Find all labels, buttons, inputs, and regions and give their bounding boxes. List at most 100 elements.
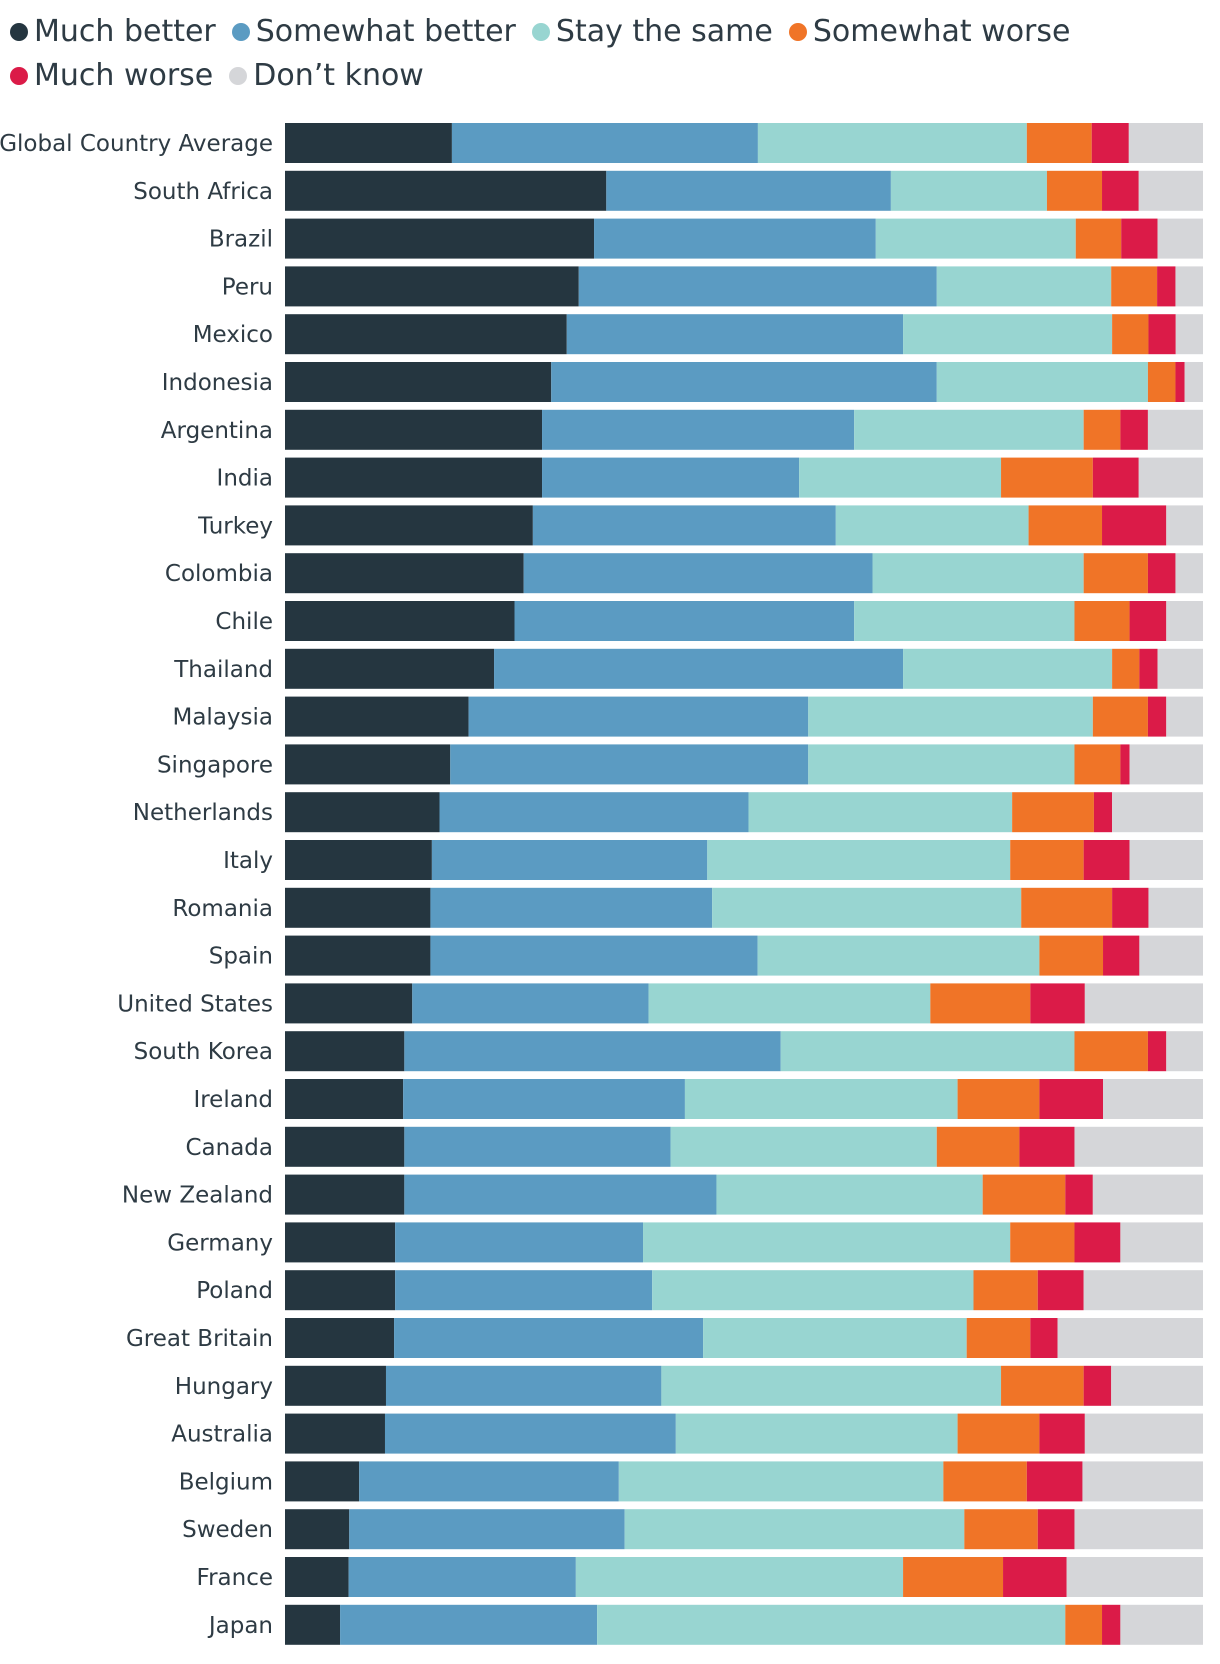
bar-segment-great-britain-don-t-know[interactable] <box>1057 1318 1203 1358</box>
bar-segment-argentina-somewhat-worse[interactable] <box>1083 409 1121 450</box>
bar-segment-japan-much-better[interactable] <box>285 1604 341 1645</box>
bar-segment-new-zealand-somewhat-better[interactable] <box>404 1174 717 1215</box>
bar-segment-argentina-much-better[interactable] <box>285 409 543 450</box>
bar-segment-new-zealand-much-worse[interactable] <box>1065 1174 1093 1215</box>
bar-segment-chile-somewhat-better[interactable] <box>514 601 855 641</box>
bar-segment-spain-much-better[interactable] <box>285 935 431 976</box>
bar-segment-peru-don-t-know[interactable] <box>1175 266 1203 307</box>
bar-segment-malaysia-much-worse[interactable] <box>1147 696 1167 737</box>
bar-segment-canada-much-worse[interactable] <box>1019 1126 1075 1167</box>
bar-segment-south-africa-much-better[interactable] <box>285 170 607 211</box>
bar-segment-colombia-much-better[interactable] <box>285 553 524 594</box>
bar-segment-italy-don-t-know[interactable] <box>1129 840 1203 880</box>
bar-segment-netherlands-stay-the-same[interactable] <box>748 792 1013 833</box>
bar-segment-netherlands-much-worse[interactable] <box>1093 792 1113 833</box>
bar-segment-south-korea-somewhat-better[interactable] <box>404 1031 781 1072</box>
bar-segment-australia-much-worse[interactable] <box>1039 1413 1085 1454</box>
bar-segment-thailand-somewhat-worse[interactable] <box>1112 648 1140 689</box>
bar-segment-belgium-much-worse[interactable] <box>1026 1461 1083 1502</box>
bar-segment-canada-don-t-know[interactable] <box>1074 1126 1203 1167</box>
bar-segment-malaysia-somewhat-better[interactable] <box>468 696 809 737</box>
bar-segment-mexico-somewhat-better[interactable] <box>566 314 904 355</box>
bar-segment-new-zealand-somewhat-worse[interactable] <box>982 1174 1066 1215</box>
bar-segment-spain-much-worse[interactable] <box>1103 935 1140 976</box>
bar-segment-new-zealand-much-better[interactable] <box>285 1174 405 1215</box>
bar-segment-colombia-much-worse[interactable] <box>1147 553 1176 594</box>
bar-segment-italy-stay-the-same[interactable] <box>707 840 1011 880</box>
bar-segment-romania-somewhat-worse[interactable] <box>1021 887 1113 928</box>
bar-segment-sweden-much-worse[interactable] <box>1037 1509 1075 1550</box>
bar-segment-australia-stay-the-same[interactable] <box>675 1413 958 1454</box>
bar-segment-great-britain-somewhat-better[interactable] <box>394 1318 704 1358</box>
bar-segment-germany-stay-the-same[interactable] <box>643 1222 1011 1263</box>
bar-segment-france-much-worse[interactable] <box>1003 1557 1067 1597</box>
bar-segment-chile-don-t-know[interactable] <box>1166 601 1203 641</box>
bar-segment-ireland-somewhat-worse[interactable] <box>957 1079 1040 1119</box>
bar-segment-malaysia-somewhat-worse[interactable] <box>1092 696 1148 737</box>
bar-segment-ireland-stay-the-same[interactable] <box>684 1079 958 1119</box>
bar-segment-hungary-much-better[interactable] <box>285 1365 386 1406</box>
bar-segment-singapore-much-worse[interactable] <box>1120 744 1130 785</box>
bar-segment-romania-much-better[interactable] <box>285 887 431 928</box>
bar-segment-netherlands-don-t-know[interactable] <box>1112 792 1203 833</box>
bar-segment-united-states-don-t-know[interactable] <box>1084 983 1203 1024</box>
bar-segment-mexico-much-better[interactable] <box>285 314 567 355</box>
bar-segment-belgium-don-t-know[interactable] <box>1082 1461 1203 1502</box>
bar-segment-netherlands-somewhat-worse[interactable] <box>1012 792 1094 833</box>
bar-segment-germany-much-worse[interactable] <box>1074 1222 1121 1263</box>
bar-segment-australia-somewhat-better[interactable] <box>384 1413 676 1454</box>
bar-segment-united-states-much-worse[interactable] <box>1030 983 1085 1024</box>
bar-segment-india-don-t-know[interactable] <box>1138 457 1203 498</box>
bar-segment-united-states-much-better[interactable] <box>285 983 413 1024</box>
bar-segment-peru-somewhat-worse[interactable] <box>1111 266 1158 307</box>
bar-segment-hungary-much-worse[interactable] <box>1083 1365 1112 1406</box>
bar-segment-singapore-somewhat-better[interactable] <box>450 744 809 785</box>
bar-segment-turkey-somewhat-worse[interactable] <box>1028 505 1103 546</box>
bar-segment-indonesia-somewhat-better[interactable] <box>551 362 937 402</box>
bar-segment-south-africa-much-worse[interactable] <box>1102 170 1139 211</box>
bar-segment-argentina-don-t-know[interactable] <box>1147 409 1203 450</box>
bar-segment-south-africa-don-t-know[interactable] <box>1138 170 1203 211</box>
bar-segment-italy-somewhat-worse[interactable] <box>1010 840 1084 880</box>
bar-segment-argentina-somewhat-better[interactable] <box>542 409 855 450</box>
bar-segment-new-zealand-don-t-know[interactable] <box>1092 1174 1203 1215</box>
bar-segment-argentina-stay-the-same[interactable] <box>854 409 1084 450</box>
bar-segment-japan-somewhat-better[interactable] <box>340 1604 598 1645</box>
bar-segment-france-stay-the-same[interactable] <box>575 1557 904 1597</box>
bar-segment-canada-somewhat-worse[interactable] <box>936 1126 1020 1167</box>
legend-item-stay-the-same[interactable]: Stay the same <box>531 10 773 54</box>
bar-segment-mexico-stay-the-same[interactable] <box>903 314 1113 355</box>
bar-segment-canada-somewhat-better[interactable] <box>404 1126 671 1167</box>
bar-segment-belgium-stay-the-same[interactable] <box>618 1461 944 1502</box>
bar-segment-turkey-much-worse[interactable] <box>1102 505 1167 546</box>
bar-segment-great-britain-much-worse[interactable] <box>1030 1318 1058 1358</box>
bar-segment-brazil-stay-the-same[interactable] <box>875 218 1076 259</box>
bar-segment-indonesia-somewhat-worse[interactable] <box>1147 362 1176 402</box>
bar-segment-turkey-don-t-know[interactable] <box>1166 505 1203 546</box>
bar-segment-singapore-somewhat-worse[interactable] <box>1074 744 1121 785</box>
bar-segment-japan-much-worse[interactable] <box>1102 1604 1121 1645</box>
bar-segment-indonesia-don-t-know[interactable] <box>1184 362 1203 402</box>
bar-segment-turkey-somewhat-better[interactable] <box>532 505 836 546</box>
bar-segment-united-states-somewhat-worse[interactable] <box>930 983 1031 1024</box>
bar-segment-ireland-much-better[interactable] <box>285 1079 404 1119</box>
bar-segment-poland-much-worse[interactable] <box>1037 1270 1084 1311</box>
bar-segment-france-somewhat-better[interactable] <box>348 1557 576 1597</box>
bar-segment-chile-much-better[interactable] <box>285 601 515 641</box>
bar-segment-japan-don-t-know[interactable] <box>1120 1604 1203 1645</box>
bar-segment-ireland-don-t-know[interactable] <box>1103 1079 1203 1119</box>
bar-segment-turkey-stay-the-same[interactable] <box>835 505 1029 546</box>
bar-segment-spain-somewhat-better[interactable] <box>430 935 758 976</box>
bar-segment-belgium-much-better[interactable] <box>285 1461 360 1502</box>
bar-segment-ireland-somewhat-better[interactable] <box>403 1079 685 1119</box>
legend-item-much-worse[interactable]: Much worse <box>10 54 213 98</box>
bar-segment-colombia-somewhat-better[interactable] <box>523 553 873 594</box>
bar-segment-india-much-worse[interactable] <box>1092 457 1139 498</box>
bar-segment-poland-somewhat-worse[interactable] <box>973 1270 1038 1311</box>
bar-segment-australia-much-better[interactable] <box>285 1413 385 1454</box>
bar-segment-italy-much-worse[interactable] <box>1083 840 1130 880</box>
bar-segment-chile-stay-the-same[interactable] <box>854 601 1075 641</box>
bar-segment-malaysia-much-better[interactable] <box>285 696 469 737</box>
bar-segment-hungary-stay-the-same[interactable] <box>661 1365 1002 1406</box>
bar-segment-peru-somewhat-better[interactable] <box>578 266 937 307</box>
